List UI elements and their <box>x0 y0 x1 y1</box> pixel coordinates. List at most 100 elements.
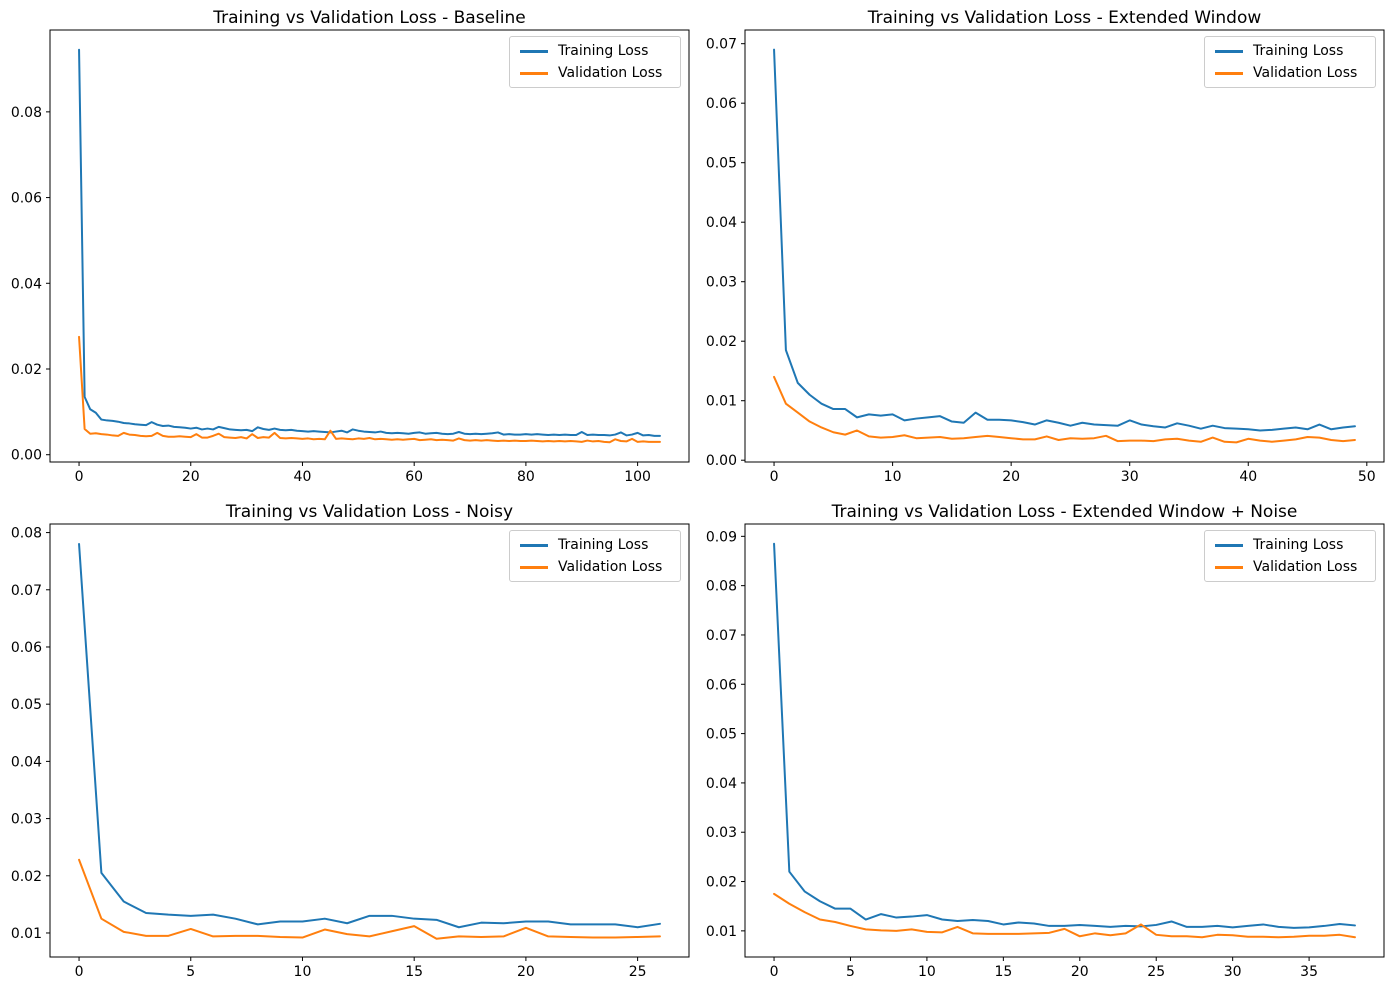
validation-loss-line <box>78 335 661 444</box>
y-tick-label: 0.09 <box>706 529 737 545</box>
legend-label: Training Loss <box>1253 537 1344 553</box>
chart-title: Training vs Validation Loss - Extended W… <box>831 502 1298 522</box>
noisy-plot-canvas: 0 5 10 15 20 25 0.01 0.02 0.03 0.04 0.05 0.06 0.07 0.… <box>11 523 690 980</box>
x-tick-label: 5 <box>846 964 855 980</box>
x-tick-label: 25 <box>629 964 647 980</box>
training-loss-line-swatch <box>520 543 548 547</box>
x-tick-label: 35 <box>1300 964 1318 980</box>
y-tick-label: 0.03 <box>706 825 737 841</box>
subplot-extended-window: 0 10 20 30 40 50 0.00 0.01 0.02 0.03 0.04 0.05 0.06 0… <box>695 0 1390 494</box>
y-tick-label: 0.02 <box>11 362 42 378</box>
chart-title: Training vs Validation Loss - Extended W… <box>867 8 1262 28</box>
training-loss-line-swatch <box>1215 49 1243 53</box>
legend-entry-training: Training Loss <box>1211 40 1369 62</box>
y-tick-label: 0.04 <box>11 754 42 770</box>
training-loss-line-swatch <box>1215 543 1243 547</box>
y-tick-label: 0.08 <box>11 526 42 542</box>
x-tick-label: 30 <box>1224 964 1242 980</box>
validation-loss-line <box>773 892 1356 939</box>
legend-entry-validation: Validation Loss <box>1211 62 1369 84</box>
y-tick-label: 0.03 <box>11 812 42 828</box>
x-tick-label: 0 <box>770 964 779 980</box>
legend-label: Validation Loss <box>1253 65 1358 81</box>
training-loss-line <box>78 543 661 929</box>
x-tick-label: 20 <box>517 964 535 980</box>
x-tick-label: 20 <box>1002 469 1020 485</box>
x-tick-label: 50 <box>1358 469 1376 485</box>
axes-frame <box>49 29 690 463</box>
subplot-noisy: 0 5 10 15 20 25 0.01 0.02 0.03 0.04 0.05 0.06 0.07 0.… <box>0 494 695 989</box>
y-tick-label: 0.02 <box>706 875 737 891</box>
subplot-baseline: 0 20 40 60 80 100 0.00 0.02 0.04 0.06 0.08 Trainin… <box>0 0 695 494</box>
y-tick-label: 0.05 <box>11 697 42 713</box>
axes-frame <box>744 29 1385 463</box>
legend-entry-training: Training Loss <box>1211 534 1369 556</box>
y-tick-label: 0.04 <box>11 276 42 292</box>
x-tick-label: 30 <box>1121 469 1139 485</box>
training-loss-line <box>773 48 1356 432</box>
validation-loss-line-swatch <box>520 71 548 75</box>
validation-loss-line-swatch <box>1215 565 1243 569</box>
chart-title: Training vs Validation Loss - Baseline <box>213 8 526 28</box>
y-tick-label: 0.02 <box>706 334 737 350</box>
x-tick-label: 80 <box>517 469 535 485</box>
legend-label: Training Loss <box>1253 43 1344 59</box>
y-tick-label: 0.06 <box>706 677 737 693</box>
legend-label: Training Loss <box>558 537 649 553</box>
x-tick-label: 5 <box>186 964 195 980</box>
legend: Training Loss Validation Loss <box>1204 36 1376 88</box>
y-tick-label: 0.00 <box>706 453 737 469</box>
x-tick-label: 15 <box>405 964 423 980</box>
y-tick-label: 0.06 <box>706 96 737 112</box>
legend: Training Loss Validation Loss <box>509 530 681 582</box>
x-tick-label: 40 <box>1239 469 1257 485</box>
y-tick-label: 0.06 <box>11 191 42 207</box>
x-tick-label: 20 <box>1071 964 1089 980</box>
y-tick-label: 0.02 <box>11 869 42 885</box>
y-tick-label: 0.01 <box>706 394 737 410</box>
extended-window-noise-plot-canvas: 0 5 10 15 20 25 30 35 0.01 0.02 0.03 0.04 0.05 0.06 0.… <box>706 523 1385 980</box>
x-tick-label: 20 <box>182 469 200 485</box>
x-tick-label: 10 <box>884 469 902 485</box>
legend: Training Loss Validation Loss <box>1204 530 1376 582</box>
y-tick-label: 0.08 <box>11 105 42 121</box>
y-tick-label: 0.04 <box>706 215 737 231</box>
x-tick-label: 100 <box>624 469 651 485</box>
validation-loss-line <box>773 375 1356 444</box>
training-loss-line <box>773 542 1356 929</box>
y-tick-label: 0.07 <box>11 583 42 599</box>
validation-loss-line-swatch <box>1215 71 1243 75</box>
x-tick-label: 60 <box>405 469 423 485</box>
x-tick-label: 0 <box>75 964 84 980</box>
x-tick-label: 15 <box>994 964 1012 980</box>
legend-entry-training: Training Loss <box>516 534 674 556</box>
y-tick-label: 0.01 <box>11 926 42 942</box>
subplot-extended-window-noise: 0 5 10 15 20 25 30 35 0.01 0.02 0.03 0.04 0.05 0.06 0.… <box>695 494 1390 989</box>
y-tick-label: 0.00 <box>11 448 42 464</box>
x-tick-label: 10 <box>918 964 936 980</box>
legend-label: Validation Loss <box>558 65 663 81</box>
legend-entry-validation: Validation Loss <box>516 556 674 578</box>
x-tick-label: 0 <box>75 469 84 485</box>
legend-label: Validation Loss <box>558 559 663 575</box>
y-tick-label: 0.04 <box>706 776 737 792</box>
legend-entry-training: Training Loss <box>516 40 674 62</box>
baseline-plot-canvas: 0 20 40 60 80 100 0.00 0.02 0.04 0.06 0.08 <box>11 29 690 485</box>
x-tick-label: 40 <box>294 469 312 485</box>
y-tick-label: 0.08 <box>706 579 737 595</box>
chart-title: Training vs Validation Loss - Noisy <box>225 502 514 522</box>
legend-entry-validation: Validation Loss <box>1211 556 1369 578</box>
extended-window-plot-canvas: 0 10 20 30 40 50 0.00 0.01 0.02 0.03 0.04 0.05 0.06 0… <box>706 29 1385 485</box>
validation-loss-line <box>78 858 661 940</box>
axes-frame <box>49 523 690 958</box>
y-tick-label: 0.01 <box>706 924 737 940</box>
training-loss-line <box>78 48 661 437</box>
x-tick-label: 25 <box>1147 964 1165 980</box>
legend: Training Loss Validation Loss <box>509 36 681 88</box>
y-tick-label: 0.03 <box>706 275 737 291</box>
x-tick-label: 10 <box>294 964 312 980</box>
legend-label: Training Loss <box>558 43 649 59</box>
axes-frame <box>744 523 1385 958</box>
training-loss-line-swatch <box>520 49 548 53</box>
